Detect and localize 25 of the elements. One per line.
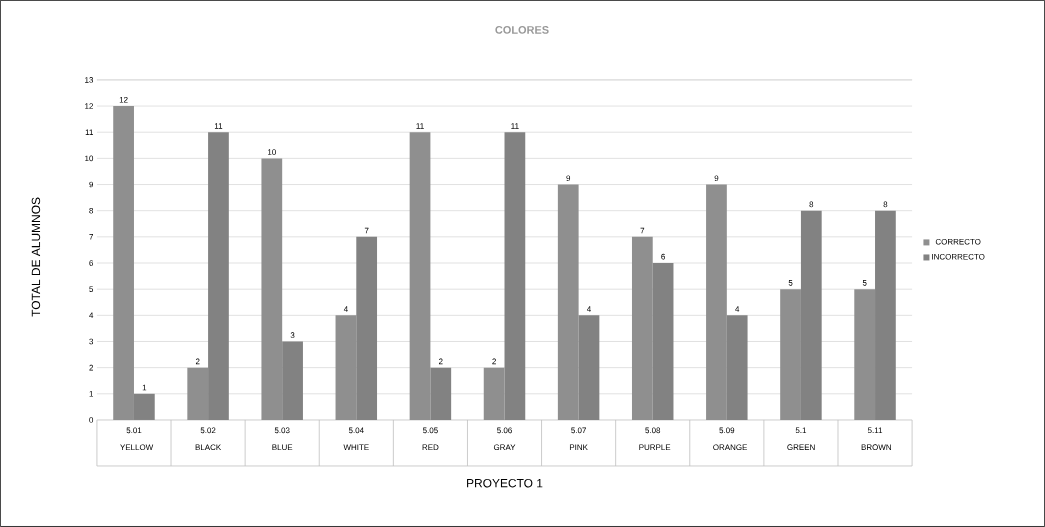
y-axis-title: TOTAL DE ALUMNOS: [31, 197, 41, 317]
bar: [483, 367, 505, 421]
bar: [282, 341, 303, 421]
bar: [430, 367, 452, 421]
bar: [557, 184, 579, 421]
x-axis-title: PROYECTO 1: [467, 478, 543, 488]
bar: [706, 184, 727, 421]
bar: [726, 315, 748, 421]
bar: [356, 236, 378, 421]
bar: [133, 393, 155, 421]
bar: [631, 236, 653, 421]
bar: [113, 106, 134, 421]
bar: [208, 132, 229, 421]
bar: [780, 289, 801, 421]
bar: [578, 315, 600, 421]
bar: [409, 132, 431, 421]
bar: [187, 367, 209, 421]
chart-title: COLORES: [495, 26, 549, 34]
bar: [504, 132, 526, 421]
bar: [800, 210, 822, 421]
bar: [261, 158, 283, 421]
bar: [854, 289, 876, 421]
bar: [335, 315, 357, 421]
bar: [652, 263, 674, 421]
bar: [875, 210, 896, 421]
